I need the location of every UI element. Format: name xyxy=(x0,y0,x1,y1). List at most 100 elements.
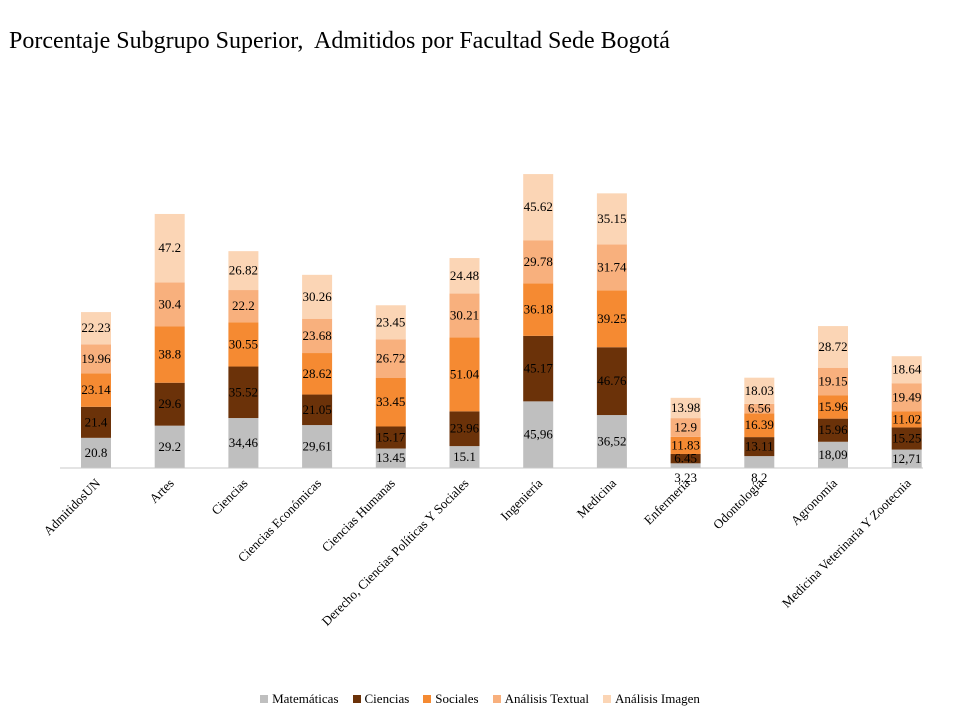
data-label-analisis-imagen-enfermeria: 13.98 xyxy=(671,400,700,415)
data-label-ciencias-artes: 29.6 xyxy=(158,396,181,411)
data-label-analisis-textual-ingenieria: 29.78 xyxy=(524,254,553,269)
data-label-ciencias-enfermeria: 6.45 xyxy=(674,451,697,466)
bar-ciencias-enfermeria xyxy=(670,453,701,464)
data-label-analisis-textual-artes: 30.4 xyxy=(158,296,181,311)
bar-matematicas-ciencias-economicas xyxy=(302,425,333,468)
bar-analisis-textual-medicina xyxy=(596,244,627,291)
bar-analisis-textual-derecho-ciencias-politicas-y-sociales xyxy=(449,293,480,338)
bar-sociales-artes xyxy=(154,326,185,383)
legend: Matemáticas Ciencias Sociales Análisis T… xyxy=(0,689,960,709)
bar-analisis-imagen-odontologia xyxy=(744,377,775,404)
bar-matematicas-artes xyxy=(154,425,185,468)
bar-ciencias-ciencias xyxy=(228,366,259,419)
bar-analisis-imagen-enfermeria xyxy=(670,397,701,419)
bar-ciencias-derecho-ciencias-politicas-y-sociales xyxy=(449,411,480,447)
legend-swatch-matematicas xyxy=(260,695,269,703)
data-label-analisis-textual-odontologia: 6.56 xyxy=(748,401,771,416)
x-tick-label-agronomia: Agronomía xyxy=(788,475,841,528)
bar-analisis-imagen-admitidosun xyxy=(81,312,111,345)
data-label-analisis-imagen-medicina: 35.15 xyxy=(597,211,626,226)
bar-matematicas-admitidosun xyxy=(81,437,111,468)
bar-ciencias-odontologia xyxy=(744,437,775,457)
legend-label-matematicas: Matemáticas xyxy=(272,691,339,706)
bar-sociales-agronomia xyxy=(818,395,848,419)
bar-sociales-derecho-ciencias-politicas-y-sociales xyxy=(449,337,480,412)
bar-matematicas-ciencias-humanas xyxy=(375,448,406,468)
legend-label-sociales: Sociales xyxy=(435,691,479,706)
bar-ciencias-medicina xyxy=(596,347,627,416)
data-label-analisis-textual-medicina: 31.74 xyxy=(597,259,627,274)
bar-matematicas-ciencias xyxy=(228,418,259,468)
data-label-analisis-imagen-ciencias-economicas: 30.26 xyxy=(302,289,332,304)
data-label-ciencias-admitidosun: 21.4 xyxy=(85,414,108,429)
bar-matematicas-agronomia xyxy=(818,441,848,468)
bars-layer xyxy=(81,174,922,468)
bar-analisis-imagen-ingenieria xyxy=(523,174,554,241)
bar-sociales-ingenieria xyxy=(523,283,554,336)
bar-analisis-imagen-ciencias xyxy=(228,251,259,291)
data-label-sociales-odontologia: 16.39 xyxy=(745,417,774,432)
data-label-matematicas-ciencias: 34,46 xyxy=(229,435,259,450)
x-tick-label-medicina: Medicina xyxy=(574,475,619,520)
legend-item-analisis-imagen: Análisis Imagen xyxy=(603,691,700,707)
bar-sociales-admitidosun xyxy=(81,373,111,407)
bar-analisis-imagen-agronomia xyxy=(818,326,848,368)
bar-analisis-textual-agronomia xyxy=(818,367,848,396)
bar-analisis-textual-admitidosun xyxy=(81,344,111,374)
data-label-ciencias-ciencias-humanas: 15.17 xyxy=(376,429,406,444)
data-label-sociales-derecho-ciencias-politicas-y-sociales: 51.04 xyxy=(450,366,480,381)
bar-matematicas-derecho-ciencias-politicas-y-sociales xyxy=(449,446,480,468)
data-label-ciencias-agronomia: 15.96 xyxy=(818,422,848,437)
x-tick-label-derecho-ciencias-politicas-y-sociales: Derecho, Ciencias Políticas Y Sociales xyxy=(318,476,471,629)
bar-sociales-enfermeria xyxy=(670,436,701,454)
legend-swatch-analisis-imagen xyxy=(603,695,612,703)
legend-swatch-analisis-textual xyxy=(492,695,501,703)
data-label-analisis-imagen-ingenieria: 45.62 xyxy=(524,199,553,214)
data-label-analisis-textual-ciencias-economicas: 23.68 xyxy=(302,328,331,343)
x-tick-label-medicina-veterinaria-y-zootecnia: Medicina Veterinaria Y Zootecnia xyxy=(779,475,914,610)
data-label-analisis-textual-ciencias-humanas: 26.72 xyxy=(376,351,405,366)
bar-analisis-textual-ciencias-humanas xyxy=(375,339,406,378)
bar-matematicas-ingenieria xyxy=(523,401,554,468)
legend-label-ciencias: Ciencias xyxy=(364,691,410,706)
data-label-analisis-imagen-artes: 47.2 xyxy=(158,240,181,255)
bar-ciencias-ingenieria xyxy=(523,335,554,402)
bar-matematicas-medicina xyxy=(596,415,627,468)
bar-analisis-textual-enfermeria xyxy=(670,418,701,437)
data-label-matematicas-medicina-veterinaria-y-zootecnia: 12,71 xyxy=(892,451,921,466)
data-label-matematicas-artes: 29.2 xyxy=(158,439,181,454)
data-label-analisis-imagen-ciencias-humanas: 23.45 xyxy=(376,314,405,329)
data-label-analisis-imagen-odontologia: 18.03 xyxy=(745,383,774,398)
data-label-matematicas-medicina: 36,52 xyxy=(597,434,626,449)
legend-item-sociales: Sociales xyxy=(423,691,479,707)
data-label-analisis-imagen-admitidosun: 22.23 xyxy=(81,320,110,335)
bar-analisis-textual-odontologia xyxy=(744,403,775,414)
bar-analisis-textual-ciencias xyxy=(228,290,259,323)
bar-analisis-textual-medicina-veterinaria-y-zootecnia xyxy=(891,383,922,412)
data-label-sociales-ingenieria: 36.18 xyxy=(524,302,553,317)
data-label-sociales-medicina-veterinaria-y-zootecnia: 11.02 xyxy=(892,411,921,426)
data-label-ciencias-derecho-ciencias-politicas-y-sociales: 23.96 xyxy=(450,421,480,436)
data-label-analisis-imagen-derecho-ciencias-politicas-y-sociales: 24.48 xyxy=(450,268,479,283)
data-label-matematicas-admitidosun: 20.8 xyxy=(85,445,108,460)
bar-matematicas-odontologia xyxy=(744,456,775,468)
data-label-analisis-textual-derecho-ciencias-politicas-y-sociales: 30.21 xyxy=(450,307,479,322)
data-label-ciencias-medicina: 46.76 xyxy=(597,373,627,388)
bar-analisis-imagen-artes xyxy=(154,213,185,283)
data-labels-layer: 20.8 21.4 23.14 19.96 22.23 29.2 29.6 38.8 30.4 4… xyxy=(81,199,921,485)
bar-matematicas-medicina-veterinaria-y-zootecnia xyxy=(891,449,922,468)
bar-ciencias-agronomia xyxy=(818,418,848,442)
bar-sociales-medicina-veterinaria-y-zootecnia xyxy=(891,411,922,428)
data-label-sociales-artes: 38.8 xyxy=(158,347,181,362)
x-tick-label-ingenieria: Ingeniería xyxy=(497,475,545,523)
data-label-matematicas-ingenieria: 45,96 xyxy=(524,427,554,442)
bar-matematicas-enfermeria xyxy=(670,463,701,468)
data-label-analisis-textual-enfermeria: 12.9 xyxy=(674,419,697,434)
bar-ciencias-medicina-veterinaria-y-zootecnia xyxy=(891,427,922,450)
data-label-analisis-textual-medicina-veterinaria-y-zootecnia: 19.49 xyxy=(892,389,921,404)
x-tick-label-admitidosun: AdmitidosUN xyxy=(40,475,103,538)
data-label-matematicas-ciencias-humanas: 13.45 xyxy=(376,450,405,465)
bar-analisis-imagen-ciencias-economicas xyxy=(302,274,333,319)
